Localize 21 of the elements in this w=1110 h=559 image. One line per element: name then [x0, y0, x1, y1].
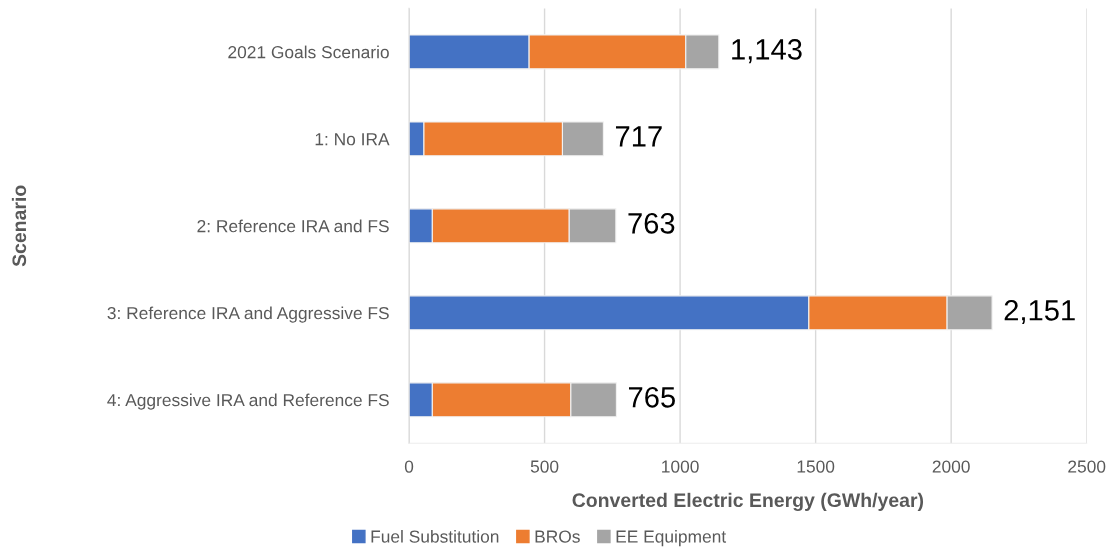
total-label: 2,151 — [1004, 299, 1075, 325]
y-tick-label: 2021 Goals Scenario — [228, 45, 389, 59]
x-tick-label: 0 — [404, 460, 414, 473]
y-tick-label: 4: Aggressive IRA and Reference FS — [107, 393, 389, 410]
y-tick-label: 3: Reference IRA and Aggressive FS — [107, 306, 389, 323]
x-tick-label: 500 — [530, 460, 559, 473]
x-tick-label: 2000 — [932, 460, 970, 473]
total-label: 717 — [615, 126, 662, 147]
x-tick-label: 2500 — [1068, 460, 1106, 473]
y-tick-label: 2: Reference IRA and FS — [197, 219, 389, 233]
x-axis-title: Converted Electric Energy (GWh/year) — [572, 492, 924, 512]
y-axis-title: Scenario — [11, 185, 27, 267]
total-label: 763 — [628, 213, 675, 234]
legend-label: BROs — [535, 530, 580, 543]
y-tick-label: 1: No IRA — [315, 133, 390, 146]
legend-label: Fuel Substitution — [371, 529, 499, 543]
x-tick-label: 1000 — [662, 460, 699, 473]
x-tick-label: 1500 — [797, 460, 835, 473]
legend-label: EE Equipment — [616, 529, 727, 547]
total-label: 1,143 — [732, 39, 802, 64]
total-label: 765 — [629, 386, 675, 408]
